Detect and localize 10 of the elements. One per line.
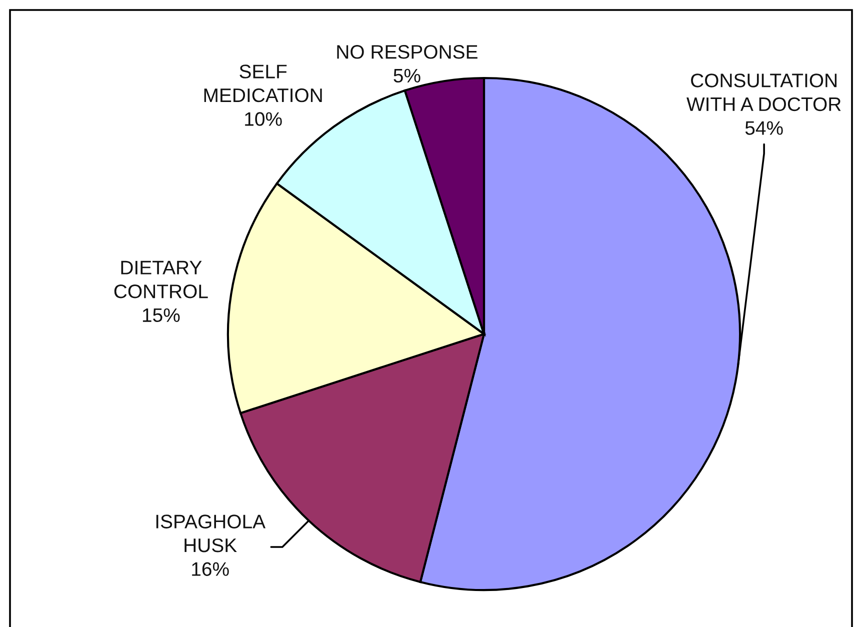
slice-label: NO RESPONSE <box>337 45 478 59</box>
slice-label: CONSULTATION WITH A DOCTOR <box>686 74 841 112</box>
data-label: 16% <box>192 562 229 576</box>
slice-label: DIETARY CONTROL <box>114 260 208 298</box>
data-label: 10% <box>245 112 282 126</box>
slice-label: ISPAGHOLA HUSK <box>156 514 266 552</box>
data-label: 5% <box>394 68 420 83</box>
data-label: 15% <box>142 308 180 322</box>
slice-label: SELF MEDICATION <box>204 64 322 102</box>
data-label: 54% <box>745 121 783 135</box>
